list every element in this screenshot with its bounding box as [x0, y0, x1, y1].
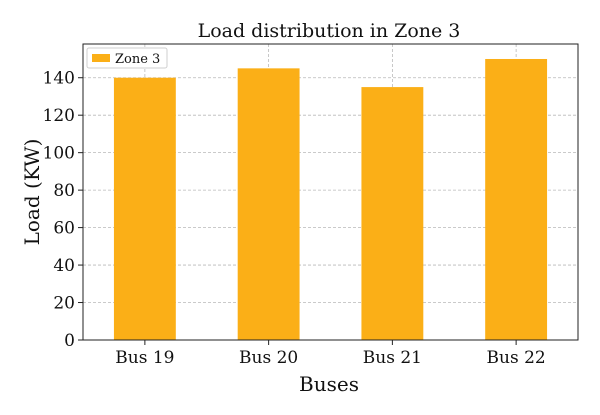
x-tick-label: Bus 22 — [487, 348, 546, 368]
legend-box — [86, 47, 168, 69]
bar — [485, 58, 548, 341]
bar — [113, 77, 176, 340]
y-tick-label: 120 — [43, 106, 75, 126]
y-axis-ticks: 0 20 40 60 80 100 120 140 — [43, 69, 83, 351]
x-tick-label: Bus 21 — [363, 348, 422, 368]
chart-title: Load distribution in Zone 3 — [198, 20, 461, 42]
bar — [361, 87, 424, 340]
y-tick-label: 0 — [64, 331, 75, 351]
y-tick-label: 140 — [43, 69, 75, 89]
bars — [113, 58, 548, 341]
x-axis-label: Buses — [299, 372, 359, 396]
y-tick-label: 40 — [53, 256, 75, 276]
y-tick-label: 60 — [53, 219, 75, 239]
legend-label: Zone 3 — [115, 52, 160, 67]
plot-frame — [82, 43, 579, 341]
legend-swatch — [92, 54, 110, 62]
x-axis-ticks: Bus 19 Bus 20 Bus 21 Bus 22 — [115, 340, 546, 368]
y-tick-label: 80 — [53, 181, 75, 201]
legend: Zone 3 — [86, 47, 168, 69]
y-tick-label: 20 — [53, 294, 75, 314]
bar — [237, 68, 300, 340]
x-tick-label: Bus 19 — [115, 348, 174, 368]
y-axis-label: Load (KW) — [20, 139, 44, 246]
y-tick-label: 100 — [43, 144, 75, 164]
x-tick-label: Bus 20 — [239, 348, 298, 368]
